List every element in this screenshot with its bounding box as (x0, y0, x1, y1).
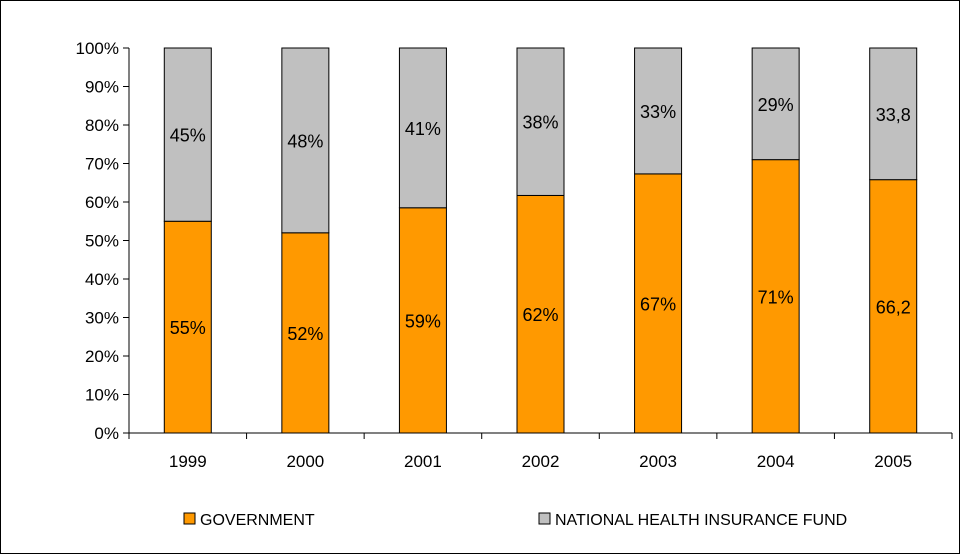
x-tick-label: 2005 (874, 452, 912, 471)
data-label: 55% (170, 318, 206, 338)
y-tick-label: 30% (85, 309, 119, 328)
data-label: 45% (170, 126, 206, 146)
x-tick-label: 2001 (404, 452, 442, 471)
bar-segment (634, 173, 683, 434)
legend-label: NATIONAL HEALTH INSURANCE FUND (555, 512, 847, 529)
x-tick-label: 2002 (522, 452, 560, 471)
x-tick-label: 2004 (757, 452, 795, 471)
axes: 0% 10% 20% 30% 40% 50% 60% 70% 80% 90% 100% 1999 200… (76, 39, 953, 471)
y-tick-label: 80% (85, 116, 119, 135)
y-tick-label: 70% (85, 155, 119, 174)
y-tick-label: 0% (94, 424, 119, 443)
y-tick-label: 60% (85, 193, 119, 212)
legend: GOVERNMENT NATIONAL HEALTH INSURANCE FUND (183, 512, 847, 529)
bar-segment (516, 194, 565, 434)
bar-segment (751, 47, 800, 161)
y-tick-label: 10% (85, 386, 119, 405)
bar-segment (751, 159, 800, 434)
x-tick-label: 2000 (286, 452, 324, 471)
data-labels: 55% 45% 52% 48% 59% 41% 62% 38% 67% 33% 71% 29% 66,2… (170, 95, 911, 344)
bar-segment (516, 47, 565, 196)
bar-segment (163, 220, 212, 434)
y-tick-label: 100% (76, 39, 119, 58)
bar-segment (398, 47, 447, 209)
data-label: 66,2 (876, 297, 911, 317)
bars (163, 47, 918, 434)
legend-swatch (183, 512, 196, 525)
data-label: 38% (522, 113, 558, 133)
data-label: 41% (405, 119, 441, 139)
bar-segment (869, 179, 918, 434)
data-label: 52% (287, 324, 323, 344)
data-label: 29% (758, 95, 794, 115)
data-label: 67% (640, 294, 676, 314)
data-label: 59% (405, 311, 441, 331)
bar-segment (281, 232, 330, 434)
x-tick-label: 2003 (639, 452, 677, 471)
y-tick-label: 50% (85, 232, 119, 251)
bar-segment (398, 207, 447, 434)
y-tick-label: 40% (85, 270, 119, 289)
bar-segment (869, 47, 918, 181)
y-tick-label: 20% (85, 347, 119, 366)
data-label: 33% (640, 102, 676, 122)
x-tick-label: 1999 (169, 452, 207, 471)
y-tick-label: 90% (85, 78, 119, 97)
data-label: 48% (287, 131, 323, 151)
data-label: 33,8 (876, 105, 911, 125)
legend-swatch (538, 512, 551, 525)
bar-segment (163, 47, 212, 222)
bar-segment (634, 47, 683, 175)
bar-segment (281, 47, 330, 234)
data-label: 62% (522, 305, 558, 325)
data-label: 71% (758, 287, 794, 307)
legend-label: GOVERNMENT (200, 512, 315, 529)
